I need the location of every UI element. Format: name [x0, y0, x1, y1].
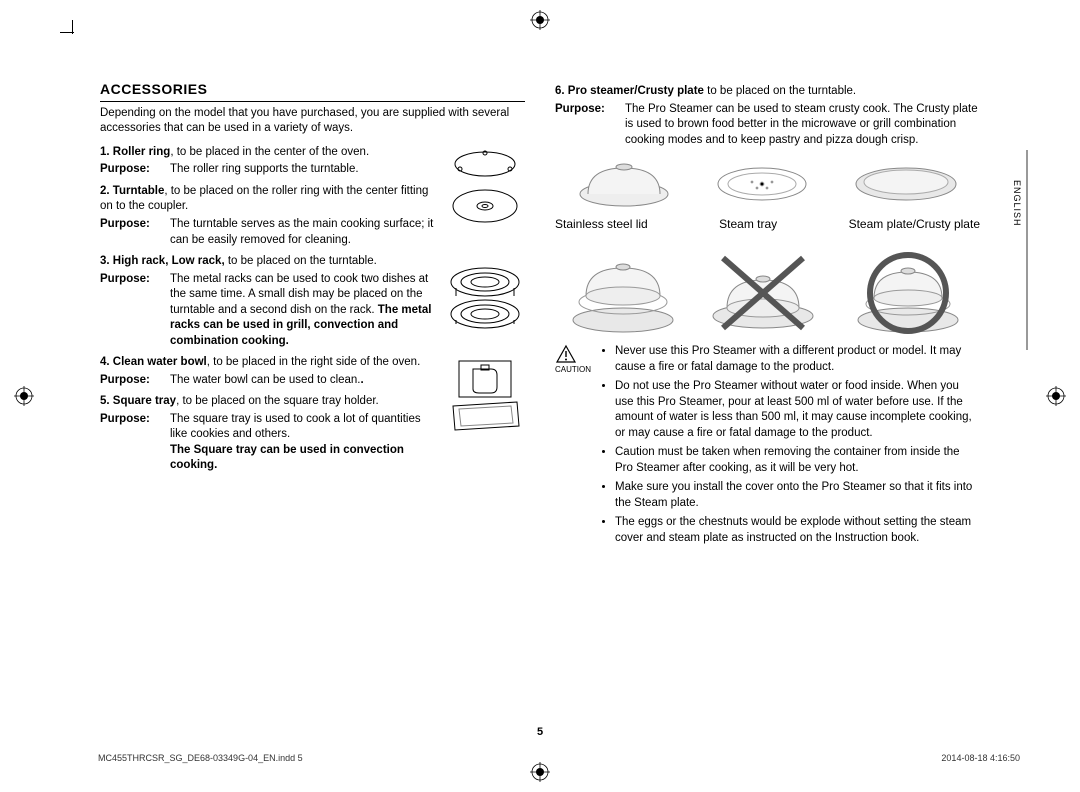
label-plate: Steam plate/Crusty plate	[849, 216, 980, 232]
steamer-parts-row	[555, 154, 980, 208]
language-tab: ENGLISH	[1012, 150, 1028, 350]
purpose-label: Purpose:	[100, 412, 170, 474]
roller-ring-icon	[445, 147, 525, 187]
purpose-bold: The Square tray can be used in convectio…	[170, 443, 435, 474]
stack-correct-icon	[568, 238, 678, 334]
lid-icon	[574, 154, 674, 208]
bullet-item: The eggs or the chestnuts would be explo…	[615, 515, 980, 546]
purpose-label: Purpose:	[100, 217, 170, 248]
reg-mark-bottom	[530, 762, 550, 782]
label-lid: Stainless steel lid	[555, 216, 648, 232]
page-number: 5	[0, 725, 1080, 740]
item-title: Pro steamer/Crusty plate	[568, 85, 704, 97]
turntable-icon	[445, 186, 525, 232]
steam-tray-icon	[712, 154, 812, 208]
caution-bullets: Never use this Pro Steamer with a differ…	[599, 344, 980, 550]
purpose-label: Purpose:	[555, 102, 625, 149]
page-content: ACCESSORIES Depending on the model that …	[100, 80, 980, 690]
language-label: ENGLISH	[1011, 180, 1023, 227]
item-number: 2.	[100, 185, 110, 197]
purpose-label: Purpose:	[100, 272, 170, 350]
intro-text: Depending on the model that you have pur…	[100, 106, 525, 137]
crop-mark	[72, 20, 73, 34]
item-number: 1.	[100, 146, 110, 158]
item-title: Square tray	[113, 395, 176, 407]
reg-mark-right	[1046, 386, 1066, 406]
footer-filename: MC455THRCSR_SG_DE68-03349G-04_EN.indd 5	[98, 752, 303, 764]
section-heading: ACCESSORIES	[100, 80, 525, 102]
purpose-label: Purpose:	[100, 162, 170, 178]
caution-block: CAUTION Never use this Pro Steamer with …	[555, 344, 980, 550]
accessory-item: 4. Clean water bowl, to be placed in the…	[100, 355, 525, 388]
purpose-text: The square tray is used to cook a lot of…	[170, 412, 435, 443]
item-title: Clean water bowl	[113, 356, 207, 368]
accessory-item: 1. Roller ring, to be placed in the cent…	[100, 145, 525, 178]
purpose-text: The roller ring supports the turntable.	[170, 162, 435, 178]
purpose-text: The water bowl can be used to clean.	[170, 374, 361, 386]
purpose-text: The turntable serves as the main cooking…	[170, 217, 435, 248]
item-tail: , to be placed on the square tray holder…	[176, 395, 379, 407]
bullet-item: Caution must be taken when removing the …	[615, 445, 980, 476]
purpose-label: Purpose:	[100, 373, 170, 389]
stack-wrong-icon	[703, 238, 823, 334]
item-title: Turntable	[113, 185, 165, 197]
item-title: High rack, Low rack,	[113, 255, 225, 267]
square-tray-icon	[445, 396, 525, 442]
stack-ok-icon	[848, 238, 968, 334]
racks-icon	[445, 264, 525, 338]
item-tail: , to be placed in the right side of the …	[207, 356, 421, 368]
item-tail: , to be placed in the center of the oven…	[170, 146, 369, 158]
accessory-item: 6. Pro steamer/Crusty plate to be placed…	[555, 84, 980, 148]
footer-timestamp: 2014-08-18 4:16:50	[941, 752, 1020, 764]
item-tail: to be placed on the turntable.	[225, 255, 377, 267]
label-tray: Steam tray	[719, 216, 777, 232]
crusty-plate-icon	[851, 154, 961, 208]
accessory-item: 2. Turntable, to be placed on the roller…	[100, 184, 525, 248]
caution-icon: CAUTION	[555, 344, 591, 550]
bullet-item: Never use this Pro Steamer with a differ…	[615, 344, 980, 375]
bullet-item: Make sure you install the cover onto the…	[615, 480, 980, 511]
reg-mark-top	[530, 10, 550, 30]
bullet-item: Do not use the Pro Steamer without water…	[615, 379, 980, 441]
item-number: 5.	[100, 395, 110, 407]
item-number: 6.	[555, 85, 565, 97]
caution-label: CAUTION	[555, 365, 591, 374]
accessory-item: 5. Square tray, to be placed on the squa…	[100, 394, 525, 474]
purpose-text: The Pro Steamer can be used to steam cru…	[625, 102, 980, 149]
steamer-labels: Stainless steel lid Steam tray Steam pla…	[555, 216, 980, 232]
item-number: 4.	[100, 356, 110, 368]
item-title: Roller ring	[113, 146, 171, 158]
left-column: ACCESSORIES Depending on the model that …	[100, 80, 525, 690]
accessory-item: 3. High rack, Low rack, to be placed on …	[100, 254, 525, 349]
item-tail: to be placed on the turntable.	[704, 85, 856, 97]
right-column: 6. Pro steamer/Crusty plate to be placed…	[555, 80, 980, 690]
steamer-stack-row	[555, 238, 980, 334]
reg-mark-left	[14, 386, 34, 406]
item-number: 3.	[100, 255, 110, 267]
